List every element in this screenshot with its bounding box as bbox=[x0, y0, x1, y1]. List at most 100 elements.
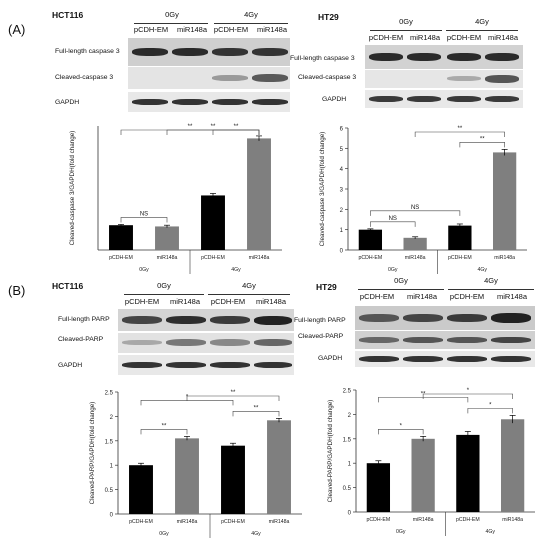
group-label: 0Gy bbox=[159, 531, 169, 537]
y-tick-label: 2 bbox=[348, 413, 352, 419]
significance-label: ** bbox=[421, 391, 426, 397]
bar bbox=[366, 463, 391, 512]
y-axis-label: Cleaved-caspase 3/GAPDH(fold change) bbox=[69, 131, 76, 246]
significance-label: * bbox=[467, 388, 470, 394]
x-tick-label: pCDH-EM bbox=[359, 255, 383, 261]
significance-label: ** bbox=[480, 136, 485, 142]
lane-label: miR148a bbox=[487, 33, 518, 42]
x-tick-label: pCDH-EM bbox=[109, 255, 133, 261]
y-axis-label: Cleaved-PARP/GAPDH(fold change) bbox=[89, 402, 96, 505]
blot-strip bbox=[365, 70, 523, 88]
row-label: GAPDH bbox=[55, 99, 80, 106]
blot-strip bbox=[355, 331, 535, 349]
x-tick-label: miR148a bbox=[157, 255, 178, 261]
y-tick-label: 1.5 bbox=[343, 437, 352, 443]
group-label: 4Gy bbox=[231, 267, 241, 273]
significance-bracket bbox=[459, 142, 505, 148]
row-label: GAPDH bbox=[322, 96, 347, 103]
dose-label: 4Gy bbox=[244, 10, 258, 19]
significance-label: * bbox=[186, 394, 189, 400]
significance-bracket bbox=[120, 217, 168, 223]
bar bbox=[221, 445, 245, 514]
blot-strip bbox=[355, 351, 535, 367]
significance-bracket bbox=[232, 411, 280, 417]
lane-label: miR148a bbox=[406, 292, 437, 301]
cell-title: HT29 bbox=[316, 282, 337, 292]
blot-strip bbox=[128, 38, 290, 66]
dose-label: 0Gy bbox=[157, 281, 171, 290]
y-tick-label: 1 bbox=[348, 462, 352, 468]
dose-divider bbox=[370, 30, 442, 31]
significance-bracket bbox=[370, 210, 461, 216]
bar bbox=[175, 438, 199, 514]
bar bbox=[492, 152, 517, 250]
dose-divider bbox=[124, 294, 204, 295]
row-label: Cleaved-caspase 3 bbox=[298, 74, 357, 81]
group-label: 4Gy bbox=[477, 267, 487, 273]
lane-label: miR148a bbox=[496, 292, 527, 301]
blot-strip bbox=[365, 90, 523, 108]
lane-label: pCDH-EM bbox=[213, 25, 249, 34]
panel-label-a: (A) bbox=[8, 22, 26, 37]
y-tick-label: 2 bbox=[110, 415, 114, 421]
y-tick-label: 1.5 bbox=[105, 439, 114, 445]
blot-strip bbox=[118, 333, 294, 353]
row-label: Cleaved-PARP bbox=[58, 336, 104, 343]
x-tick-label: pCDH-EM bbox=[456, 517, 480, 523]
dose-divider bbox=[358, 289, 444, 290]
blot-strip bbox=[128, 67, 290, 89]
lane-label: pCDH-EM bbox=[359, 292, 395, 301]
bar bbox=[247, 138, 271, 250]
bar bbox=[500, 419, 525, 512]
dose-divider bbox=[448, 289, 534, 290]
dose-label: 0Gy bbox=[165, 10, 179, 19]
group-label: 4Gy bbox=[485, 529, 495, 535]
significance-bracket bbox=[166, 129, 260, 135]
lane-label: pCDH-EM bbox=[446, 33, 482, 42]
cell-title: HCT116 bbox=[52, 281, 84, 291]
bar bbox=[129, 465, 153, 514]
significance-label: ** bbox=[211, 124, 216, 130]
blot-strip bbox=[365, 45, 523, 69]
significance-label: ** bbox=[254, 405, 259, 411]
x-tick-label: miR148a bbox=[405, 255, 426, 261]
row-label: Full-length caspase 3 bbox=[55, 48, 120, 55]
x-tick-label: pCDH-EM bbox=[448, 255, 472, 261]
lane-label: miR148a bbox=[409, 33, 440, 42]
bar bbox=[358, 229, 383, 250]
y-axis-label: Cleaved-caspase 3/GAPDH(fold change) bbox=[319, 132, 326, 247]
bar bbox=[456, 434, 480, 512]
y-tick-label: 0 bbox=[110, 513, 114, 519]
y-tick-label: 2.5 bbox=[343, 389, 352, 395]
dose-label: 4Gy bbox=[475, 17, 489, 26]
blot-strip bbox=[128, 92, 290, 112]
y-tick-label: 6 bbox=[340, 127, 344, 133]
significance-bracket bbox=[212, 129, 260, 135]
significance-bracket bbox=[414, 131, 505, 137]
bar-chart-a-hct116: Cleaved-caspase 3/GAPDH(fold change) pCDH… bbox=[69, 124, 282, 274]
x-tick-label: miR148a bbox=[413, 517, 434, 523]
significance-bracket bbox=[120, 129, 260, 135]
row-label: GAPDH bbox=[318, 355, 343, 362]
y-tick-label: 0.5 bbox=[105, 488, 114, 494]
significance-label: ** bbox=[188, 124, 193, 130]
y-tick-label: 5 bbox=[340, 147, 344, 153]
dose-label: 4Gy bbox=[242, 281, 256, 290]
panel-label-b: (B) bbox=[8, 283, 26, 298]
row-label: GAPDH bbox=[58, 362, 83, 369]
lane-label: miR148a bbox=[176, 25, 207, 34]
bar bbox=[403, 237, 427, 250]
y-tick-label: 0 bbox=[348, 511, 352, 517]
y-tick-label: 0.5 bbox=[343, 486, 352, 492]
cell-title: HT29 bbox=[318, 12, 339, 22]
lane-label: miR148a bbox=[169, 297, 200, 306]
y-tick-label: 2 bbox=[340, 208, 344, 214]
lane-label: pCDH-EM bbox=[449, 292, 485, 301]
dose-label: 0Gy bbox=[394, 276, 408, 285]
y-tick-label: 4 bbox=[340, 167, 344, 173]
y-tick-label: 1 bbox=[110, 464, 114, 470]
group-label: 0Gy bbox=[139, 267, 149, 273]
significance-bracket bbox=[370, 221, 416, 227]
x-tick-label: pCDH-EM bbox=[201, 255, 225, 261]
significance-label: * bbox=[489, 402, 492, 408]
